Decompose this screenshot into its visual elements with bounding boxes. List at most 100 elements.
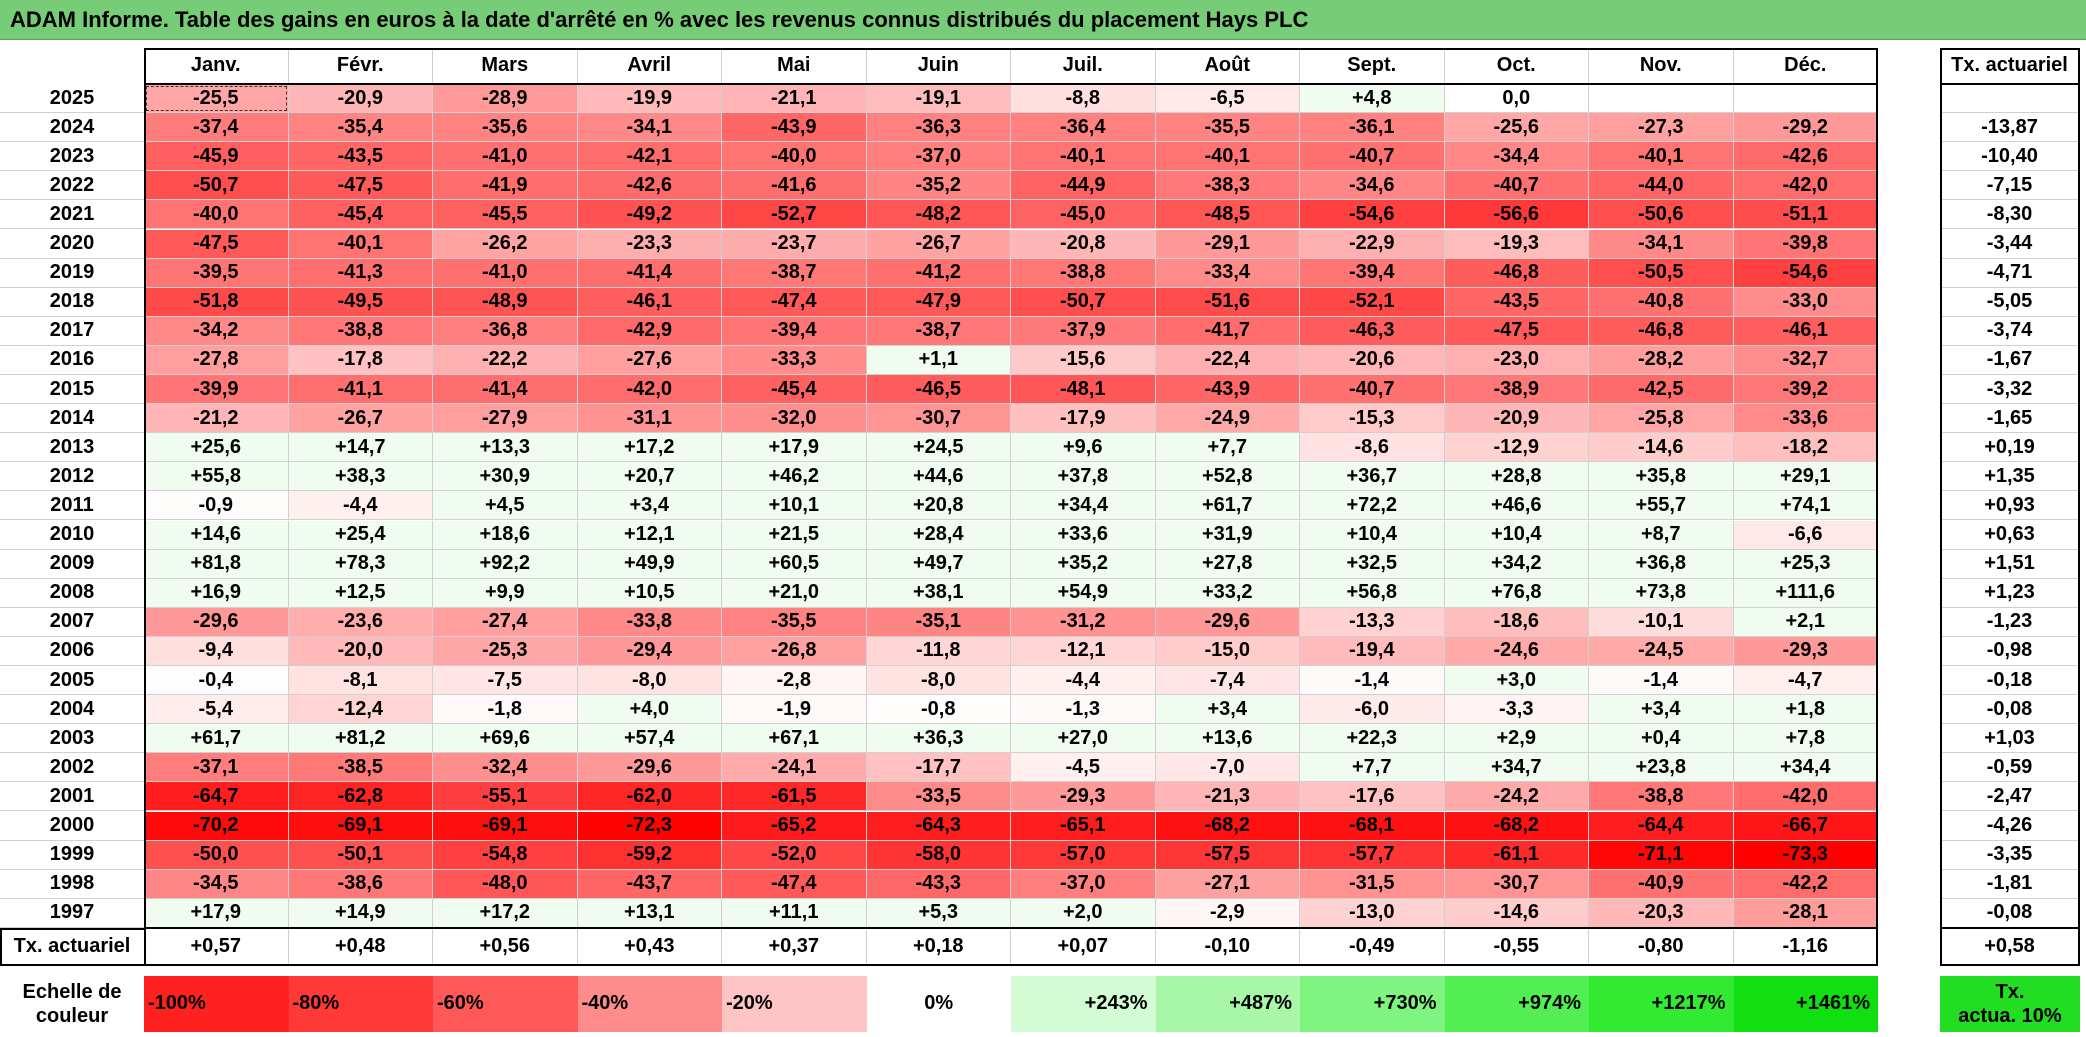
table-cell: -52,0 [722, 840, 867, 870]
table-cell: -40,1 [288, 229, 433, 259]
table-cell: -34,4 [1444, 142, 1589, 172]
table-cell: -40,9 [1589, 869, 1734, 899]
table-cell: -21,1 [722, 84, 867, 114]
table-cell: -7,0 [1155, 753, 1300, 783]
table-cell: +69,6 [433, 724, 578, 754]
table-cell: -2,8 [722, 666, 867, 696]
month-header: Sept. [1300, 48, 1445, 84]
year-label: 1997 [0, 898, 144, 928]
table-cell: +52,8 [1155, 462, 1300, 492]
table-cell: -6,6 [1733, 520, 1878, 550]
table-cell: -43,5 [1444, 287, 1589, 317]
table-cell: -42,6 [577, 171, 722, 201]
table-cell: -62,8 [288, 782, 433, 812]
footer-cell: -1,16 [1733, 927, 1878, 966]
table-cell: -28,2 [1589, 345, 1734, 375]
table-cell: -29,6 [1155, 607, 1300, 637]
table-cell: -58,0 [866, 840, 1011, 870]
table-cell: -61,5 [722, 782, 867, 812]
table-cell: -50,7 [1011, 287, 1156, 317]
table-cell: -40,0 [144, 200, 289, 230]
table-cell: -51,6 [1155, 287, 1300, 317]
table-cell: -29,1 [1155, 229, 1300, 259]
year-label: 2002 [0, 753, 144, 783]
month-header: Avril [577, 48, 722, 84]
annual-rate-cell: +1,23 [1940, 578, 2080, 608]
table-cell: -45,9 [144, 142, 289, 172]
year-label: 2017 [0, 316, 144, 346]
table-cell: -27,1 [1155, 869, 1300, 899]
legend-target-line1: Tx. [1995, 980, 2025, 1003]
table-cell: +49,7 [866, 549, 1011, 579]
table-cell: -68,2 [1155, 811, 1300, 841]
table-cell: -43,9 [1155, 375, 1300, 405]
legend-swatch: -80% [288, 975, 433, 1032]
table-cell: -8,1 [288, 666, 433, 696]
table-cell: +4,0 [577, 695, 722, 725]
table-cell: +21,5 [722, 520, 867, 550]
table-cell: +25,3 [1733, 549, 1878, 579]
table-cell: -48,5 [1155, 200, 1300, 230]
footer-cell: -0,49 [1300, 927, 1445, 966]
footer-cell: -0,10 [1155, 927, 1300, 966]
table-cell: -34,1 [577, 113, 722, 143]
table-cell: -47,5 [1444, 316, 1589, 346]
year-label: 1998 [0, 869, 144, 899]
table-cell: -22,4 [1155, 345, 1300, 375]
table-cell: -40,1 [1589, 142, 1734, 172]
table-cell: +23,8 [1589, 753, 1734, 783]
table-cell: +10,1 [722, 491, 867, 521]
table-cell: +0,4 [1589, 724, 1734, 754]
table-cell: +12,5 [288, 578, 433, 608]
table-cell: -57,7 [1300, 840, 1445, 870]
table-cell: -42,5 [1589, 375, 1734, 405]
table-cell: -20,3 [1589, 898, 1734, 928]
table-cell: +67,1 [722, 724, 867, 754]
table-cell: -28,9 [433, 84, 578, 114]
table-cell: -62,0 [577, 782, 722, 812]
table-cell: -17,6 [1300, 782, 1445, 812]
table-cell: -29,6 [144, 607, 289, 637]
table-cell: -50,6 [1589, 200, 1734, 230]
table-cell: +31,9 [1155, 520, 1300, 550]
table-cell: +73,8 [1589, 578, 1734, 608]
table-cell: +34,4 [1733, 753, 1878, 783]
table-cell: -21,3 [1155, 782, 1300, 812]
legend-swatch: +730% [1300, 975, 1445, 1032]
table-cell: -45,5 [433, 200, 578, 230]
table-cell: -57,0 [1011, 840, 1156, 870]
annual-rate-cell: +0,63 [1940, 520, 2080, 550]
table-cell: +35,2 [1011, 549, 1156, 579]
table-cell: +61,7 [1155, 491, 1300, 521]
table-cell: -42,2 [1733, 869, 1878, 899]
legend-swatch: -20% [722, 975, 867, 1032]
legend-swatch: -100% [144, 975, 289, 1032]
table-cell: -12,9 [1444, 433, 1589, 463]
table-cell: -26,8 [722, 636, 867, 666]
table-cell: +24,5 [866, 433, 1011, 463]
table-cell: -43,9 [722, 113, 867, 143]
footer-label: Tx. actuariel [0, 927, 144, 966]
table-cell: +46,2 [722, 462, 867, 492]
table-cell: -34,2 [144, 316, 289, 346]
year-label: 2023 [0, 142, 144, 172]
annual-rate-cell: -8,30 [1940, 200, 2080, 230]
table-cell: -1,9 [722, 695, 867, 725]
table-cell: -41,7 [1155, 316, 1300, 346]
year-label: 1999 [0, 840, 144, 870]
footer-cell: +0,18 [866, 927, 1011, 966]
annual-rate-cell: -3,44 [1940, 229, 2080, 259]
annual-rate-cell: -0,08 [1940, 898, 2080, 928]
table-cell: +7,7 [1300, 753, 1445, 783]
table-cell: -18,2 [1733, 433, 1878, 463]
table-cell: -17,8 [288, 345, 433, 375]
table-cell: +9,9 [433, 578, 578, 608]
table-cell: +33,6 [1011, 520, 1156, 550]
table-cell: +3,0 [1444, 666, 1589, 696]
table-cell: -41,1 [288, 375, 433, 405]
table-cell: -20,6 [1300, 345, 1445, 375]
annual-rate-cell: +1,51 [1940, 549, 2080, 579]
year-label: 2016 [0, 345, 144, 375]
table-cell: -1,4 [1589, 666, 1734, 696]
